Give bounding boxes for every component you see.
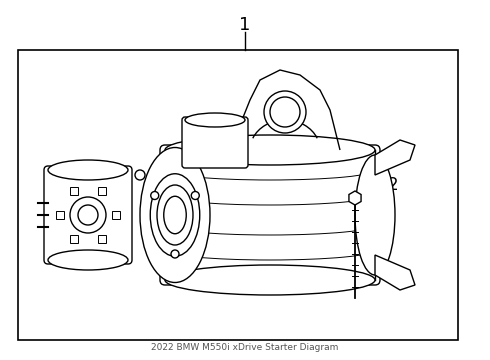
Text: 2022 BMW M550i xDrive Starter Diagram: 2022 BMW M550i xDrive Starter Diagram <box>151 343 339 352</box>
Circle shape <box>70 197 106 233</box>
Ellipse shape <box>264 91 306 133</box>
FancyBboxPatch shape <box>160 145 380 285</box>
Ellipse shape <box>355 155 395 275</box>
Bar <box>56 211 64 219</box>
Polygon shape <box>375 255 415 290</box>
Circle shape <box>135 170 145 180</box>
Circle shape <box>151 192 159 199</box>
Ellipse shape <box>140 148 210 283</box>
Ellipse shape <box>165 265 375 295</box>
Bar <box>112 211 120 219</box>
Ellipse shape <box>48 160 128 180</box>
Text: 1: 1 <box>239 16 251 34</box>
Polygon shape <box>375 140 415 175</box>
Bar <box>98 187 106 195</box>
Bar <box>18 50 458 340</box>
Ellipse shape <box>48 250 128 270</box>
Bar <box>70 187 78 195</box>
Bar <box>98 235 106 243</box>
Circle shape <box>191 192 199 199</box>
Text: 2: 2 <box>388 176 399 194</box>
Ellipse shape <box>165 135 375 165</box>
Ellipse shape <box>185 113 245 127</box>
FancyBboxPatch shape <box>182 117 248 168</box>
Circle shape <box>171 250 179 258</box>
FancyBboxPatch shape <box>44 166 132 264</box>
Bar <box>70 235 78 243</box>
